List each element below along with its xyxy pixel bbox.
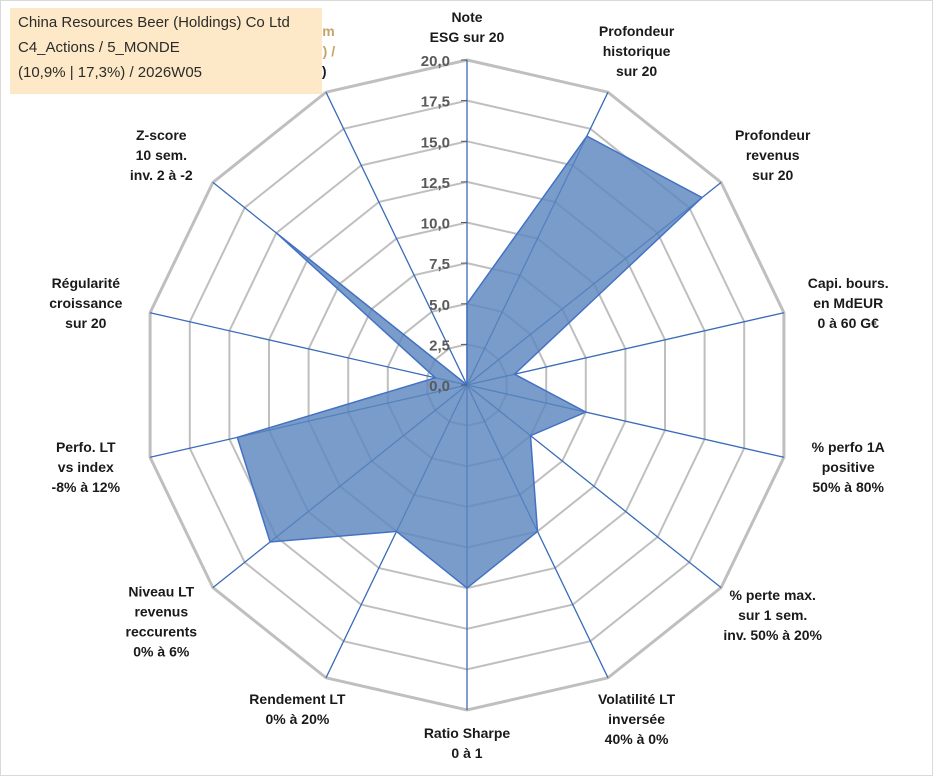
radar-axis-labels: Note ESG sur 20 Profondeur historique sur 20… xyxy=(49,9,888,761)
axis-label: Z-score 10 sem. inv. 2 à -2 xyxy=(130,127,193,183)
axis-label-line: inv. 2 à -2 xyxy=(130,167,193,183)
axis-label-line: 10 sem. xyxy=(136,147,187,163)
axis-label-line: sur 20 xyxy=(752,167,793,183)
axis-label-line: croissance xyxy=(49,295,122,311)
axis-label-line: 0% à 6% xyxy=(133,643,190,659)
tick-label: 10,0 xyxy=(421,216,450,233)
axis-label-line: Volatilité LT xyxy=(598,691,676,707)
axis-spoke xyxy=(466,312,785,386)
axis-label-line: Profondeur xyxy=(599,23,675,39)
axis-label-line: Profondeur xyxy=(735,127,811,143)
axis-label-line: sur 1 sem. xyxy=(738,607,807,623)
axis-spoke xyxy=(149,312,468,386)
axis-label-line: Ratio Sharpe xyxy=(424,725,511,741)
axis-label: Profondeur historique sur 20 xyxy=(599,23,675,79)
axis-label-line: Capi. bours. xyxy=(808,275,889,291)
tick-label: 12,5 xyxy=(421,175,450,192)
axis-label: Niveau LT revenus reccurents 0% à 6% xyxy=(126,583,198,659)
performance-week: (10,9% | 17,3%) / 2026W05 xyxy=(18,64,202,81)
tick-label: 2,5 xyxy=(429,337,450,354)
axis-label-line: 40% à 0% xyxy=(605,731,669,747)
axis-label: Régularité croissance sur 20 xyxy=(49,275,122,331)
axis-label-line: ESG sur 20 xyxy=(430,29,505,45)
axis-label-line: -8% à 12% xyxy=(52,479,121,495)
axis-label-line: reccurents xyxy=(126,623,198,639)
axis-spoke xyxy=(325,91,468,386)
axis-label-line: % perfo 1A xyxy=(812,439,885,455)
axis-label-line: Perfo. LT xyxy=(56,439,116,455)
tick-label: 5,0 xyxy=(429,297,450,314)
axis-label-line: 0% à 20% xyxy=(265,711,329,727)
chart-title-box: China Resources Beer (Holdings) Co Ltd C… xyxy=(10,8,322,94)
series-area xyxy=(236,135,704,590)
axis-label-line: 0 à 60 G€ xyxy=(817,315,879,331)
axis-label-line: Z-score xyxy=(136,127,187,143)
tick-label: 0,0 xyxy=(429,378,450,395)
axis-label: Volatilité LT inversée 40% à 0% xyxy=(598,691,676,747)
axis-label-line: historique xyxy=(603,43,671,59)
axis-label-line: revenus xyxy=(746,147,800,163)
axis-label: % perte max. sur 1 sem. inv. 50% à 20% xyxy=(723,587,822,643)
axis-label: Note ESG sur 20 xyxy=(430,9,505,45)
axis-label-line: Régularité xyxy=(52,275,121,291)
axis-label: Capi. bours. en MdEUR 0 à 60 G€ xyxy=(808,275,889,331)
company-name: China Resources Beer (Holdings) Co Ltd xyxy=(18,14,290,31)
axis-label-line: Note xyxy=(451,9,482,25)
axis-label-line: inversée xyxy=(608,711,665,727)
radar-tick-labels: 0,0 2,5 5,0 7,5 10,0 12,5 15,0 17,5 20,0 xyxy=(421,53,467,395)
axis-label: Rendement LT 0% à 20% xyxy=(249,691,346,727)
axis-label-line: inv. 50% à 20% xyxy=(723,627,822,643)
axis-label-line: en MdEUR xyxy=(813,295,883,311)
axis-label-line: revenus xyxy=(134,603,188,619)
axis-label: Profondeur revenus sur 20 xyxy=(735,127,811,183)
axis-label-line: sur 20 xyxy=(616,63,657,79)
axis-label-line: % perte max. xyxy=(730,587,816,603)
radar-series xyxy=(236,135,704,590)
axis-label-line: sur 20 xyxy=(65,315,106,331)
tick-label: 20,0 xyxy=(421,53,450,70)
axis-label-line: 50% à 80% xyxy=(812,479,884,495)
axis-label-line: positive xyxy=(822,459,875,475)
portfolio-category: C4_Actions / 5_MONDE xyxy=(18,39,180,56)
tick-label: 7,5 xyxy=(429,256,450,273)
axis-label-line: 0 à 1 xyxy=(451,745,482,761)
tick-label: 17,5 xyxy=(421,94,450,111)
axis-label-line: Niveau LT xyxy=(128,583,194,599)
axis-label-line: vs index xyxy=(58,459,114,475)
axis-label: % perfo 1A positive 50% à 80% xyxy=(812,439,885,495)
tick-label: 15,0 xyxy=(421,134,450,151)
axis-label-line: Rendement LT xyxy=(249,691,346,707)
axis-label: Perfo. LT vs index -8% à 12% xyxy=(52,439,121,495)
axis-label: Ratio Sharpe 0 à 1 xyxy=(424,725,511,761)
